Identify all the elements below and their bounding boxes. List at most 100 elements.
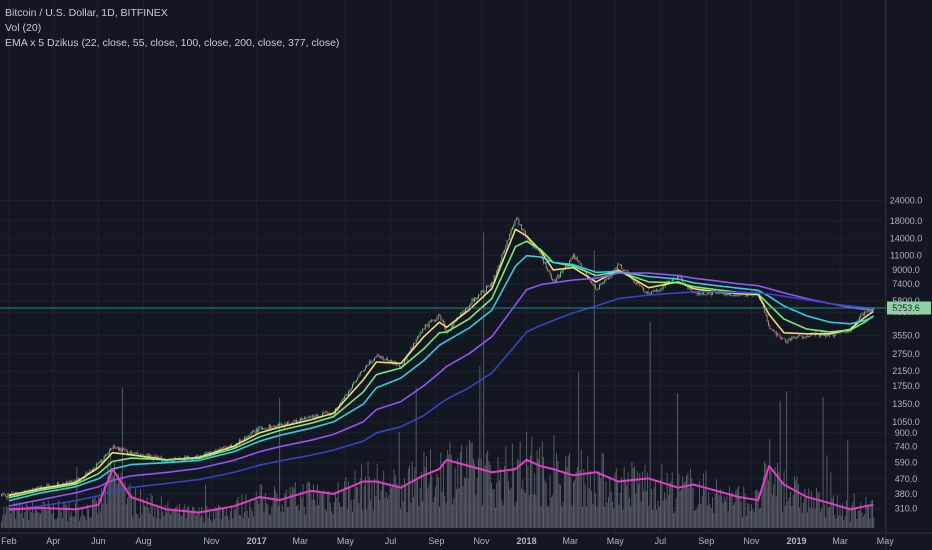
- candle-body: [410, 347, 412, 353]
- volume-bar: [459, 452, 461, 528]
- volume-bar: [794, 476, 795, 528]
- candle-body: [440, 315, 442, 320]
- candle-body: [774, 330, 776, 332]
- candle-body: [298, 421, 300, 423]
- volume-bar: [435, 486, 437, 528]
- volume-bar: [229, 511, 231, 528]
- candle-body: [372, 360, 374, 362]
- time-axis[interactable]: Feb Apr Jun Aug Nov 2017 Mar May Jul Sep Nov 2018 Ma…: [1, 536, 894, 546]
- price-axis[interactable]: 24000.0 18000.0 14000.0 11000.0 9000.0 7400.0…: [890, 195, 923, 513]
- candle-body: [667, 281, 669, 282]
- volume-bar: [441, 491, 443, 528]
- volume-bar: [345, 477, 347, 528]
- candle-body: [147, 454, 149, 457]
- volume-bar: [866, 505, 868, 528]
- volume-bar: [246, 510, 248, 528]
- candle-body: [640, 285, 642, 287]
- volume-indicator-label[interactable]: Vol (20): [5, 22, 42, 34]
- volume-bar: [479, 366, 481, 528]
- volume-bar: [552, 495, 554, 528]
- volume-bar: [262, 497, 264, 528]
- volume-bar: [677, 393, 678, 528]
- candle-body: [803, 337, 804, 339]
- candle-body: [134, 453, 136, 454]
- volume-bar: [742, 517, 743, 528]
- volume-bar: [189, 510, 191, 528]
- volume-bar: [413, 497, 414, 528]
- volume-bar: [567, 455, 569, 528]
- volume-bar: [844, 515, 846, 528]
- volume-bar: [600, 478, 602, 528]
- candle-body: [827, 334, 829, 336]
- volume-bar: [207, 518, 209, 528]
- candle-body: [566, 265, 568, 267]
- candle-body: [788, 338, 790, 340]
- volume-bar: [673, 513, 674, 528]
- volume-bar: [101, 487, 102, 528]
- volume-bar: [370, 500, 372, 528]
- candle-body: [511, 226, 513, 230]
- candle-body: [647, 292, 648, 293]
- volume-bar: [59, 507, 61, 528]
- volume-bar: [592, 503, 594, 528]
- volume-bar: [465, 477, 466, 528]
- volume-bar: [453, 498, 455, 528]
- candle-body: [626, 270, 628, 272]
- volume-bar: [831, 498, 833, 528]
- candle-body: [618, 264, 620, 265]
- volume-bar: [700, 504, 702, 528]
- candle-body: [223, 446, 225, 448]
- candle-body: [47, 484, 49, 486]
- volume-bar: [602, 453, 604, 528]
- symbol-title[interactable]: Bitcoin / U.S. Dollar, 1D, BITFINEX: [5, 7, 168, 19]
- candle-body: [101, 461, 102, 462]
- candle-body: [638, 282, 639, 284]
- candle-body: [740, 294, 742, 296]
- candle-body: [452, 325, 453, 328]
- candle-body: [574, 254, 576, 260]
- candle-body: [220, 448, 222, 449]
- volume-bar: [515, 501, 517, 528]
- candle-body: [662, 284, 664, 289]
- candle-body: [820, 333, 821, 337]
- volume-bar: [638, 483, 639, 528]
- volume-bar: [539, 447, 541, 528]
- candle-body: [342, 399, 344, 400]
- candle-body: [579, 262, 581, 264]
- volume-bar: [774, 466, 776, 528]
- volume-bar: [566, 467, 568, 528]
- volume-bar: [7, 507, 9, 528]
- candle-body: [367, 364, 369, 366]
- candle-body: [604, 280, 606, 283]
- ema-indicator-label[interactable]: EMA x 5 Dzikus (22, close, 55, close, 10…: [5, 37, 340, 49]
- candle-body: [423, 328, 425, 330]
- x-tick-label: May: [337, 536, 355, 546]
- volume-bar: [69, 516, 71, 528]
- volume-bar: [119, 481, 121, 528]
- volume-bar: [227, 515, 229, 528]
- x-tick-label: Jul: [655, 536, 667, 546]
- candle-body: [625, 269, 626, 271]
- candle-body: [645, 292, 647, 294]
- volume-bar: [216, 510, 218, 528]
- candle-body: [154, 456, 156, 459]
- candle-body: [548, 270, 550, 271]
- volume-bar: [406, 512, 408, 528]
- volume-bar: [809, 508, 811, 528]
- volume-bar: [872, 499, 873, 528]
- candle-body: [141, 453, 143, 455]
- candle-body: [137, 452, 139, 456]
- volume-bar: [430, 448, 431, 528]
- volume-bar: [630, 506, 632, 528]
- volume-bar: [461, 444, 463, 528]
- candle-body: [108, 450, 110, 454]
- candle-body: [786, 342, 788, 343]
- volume-bar: [710, 507, 712, 528]
- candle-body: [467, 306, 469, 308]
- candle-body: [553, 279, 555, 282]
- volume-bar: [690, 468, 691, 528]
- candle-body: [622, 268, 624, 272]
- volume-bar: [640, 501, 642, 528]
- candle-body: [472, 298, 474, 302]
